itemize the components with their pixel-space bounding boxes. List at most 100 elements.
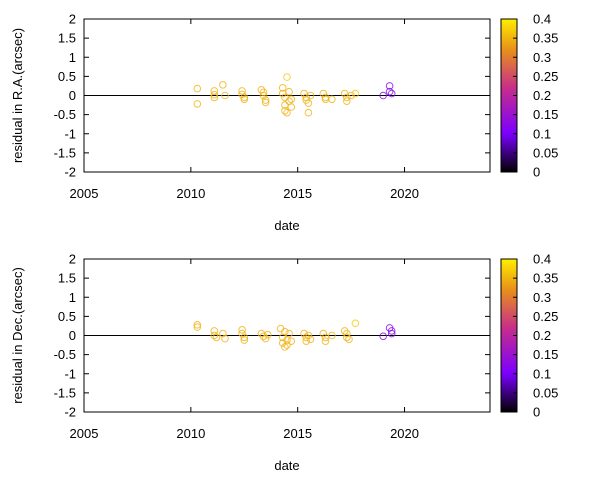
colorbar-tick-label: 0.35 bbox=[533, 31, 558, 46]
data-point bbox=[285, 329, 293, 338]
points-dec bbox=[193, 319, 396, 351]
data-point bbox=[343, 333, 351, 342]
data-point bbox=[387, 329, 396, 338]
y-tick-label: 0 bbox=[69, 328, 76, 343]
y-tick-label: -0.5 bbox=[54, 107, 76, 122]
data-point bbox=[379, 91, 388, 100]
data-point bbox=[379, 332, 388, 341]
y-tick-label: -1.5 bbox=[54, 385, 76, 400]
data-point bbox=[319, 329, 328, 338]
colorbar-tick-label: 0.35 bbox=[533, 271, 558, 286]
colorbar-tick-label: 0.1 bbox=[533, 366, 551, 381]
x-tick-label: 2020 bbox=[390, 426, 419, 441]
y-tick-label: -1.5 bbox=[54, 145, 76, 160]
y-tick-label: 1 bbox=[69, 50, 76, 65]
data-point bbox=[387, 89, 396, 98]
data-point bbox=[283, 108, 291, 117]
data-point bbox=[261, 98, 270, 107]
points-ra bbox=[193, 73, 396, 117]
data-point bbox=[285, 87, 293, 96]
data-point bbox=[281, 107, 289, 115]
x-tick-label: 2010 bbox=[176, 186, 205, 201]
y-tick-label: 2 bbox=[69, 12, 76, 27]
data-point bbox=[321, 337, 330, 346]
xlabel-ra: date bbox=[274, 218, 299, 233]
data-point bbox=[219, 81, 227, 89]
x-tick-label: 2015 bbox=[283, 186, 312, 201]
colorbar-tick-label: 0.4 bbox=[533, 252, 551, 267]
data-point bbox=[210, 331, 219, 340]
data-point bbox=[240, 95, 249, 104]
data-point bbox=[238, 87, 246, 95]
data-point bbox=[238, 329, 246, 338]
data-point bbox=[287, 95, 296, 104]
data-point bbox=[343, 93, 351, 102]
data-point bbox=[210, 87, 219, 95]
data-point bbox=[240, 336, 249, 344]
data-point bbox=[328, 331, 336, 340]
colorbar-tick-label: 0 bbox=[533, 405, 540, 420]
colorbar-tick-label: 0.1 bbox=[533, 126, 551, 141]
data-point bbox=[278, 84, 287, 92]
colorbar-tick-label: 0.15 bbox=[533, 107, 558, 122]
y-tick-label: 0.5 bbox=[58, 69, 76, 84]
data-point bbox=[345, 335, 353, 344]
colorbar-tick-label: 0.3 bbox=[533, 290, 551, 305]
y-tick-label: -2 bbox=[64, 405, 76, 420]
data-point bbox=[219, 329, 227, 338]
colorbar-tick-label: 0.2 bbox=[533, 88, 551, 103]
data-point bbox=[328, 95, 336, 104]
data-point bbox=[306, 91, 315, 100]
colorbar-tick-label: 0 bbox=[533, 165, 540, 180]
data-point bbox=[259, 332, 268, 341]
data-point bbox=[283, 336, 291, 344]
x-tick-label: 2010 bbox=[176, 426, 205, 441]
data-point bbox=[210, 327, 219, 335]
y-tick-label: 1.5 bbox=[58, 271, 76, 286]
data-point bbox=[240, 333, 249, 342]
data-point bbox=[259, 88, 268, 97]
y-tick-label: -1 bbox=[64, 366, 76, 381]
data-point bbox=[306, 335, 315, 344]
data-point bbox=[259, 91, 268, 100]
data-point bbox=[193, 323, 202, 331]
y-tick-label: 0.5 bbox=[58, 309, 76, 324]
data-point bbox=[261, 334, 270, 343]
x-tick-label: 2005 bbox=[70, 186, 99, 201]
y-ticks-ra: 2 1.5 1 0.5 0 -0.5 -1 -1.5 -2 bbox=[54, 12, 490, 180]
data-point bbox=[240, 93, 249, 102]
y-tick-label: 0 bbox=[69, 88, 76, 103]
y-tick-label: -0.5 bbox=[54, 347, 76, 362]
data-point bbox=[283, 341, 291, 349]
data-point bbox=[261, 96, 270, 104]
data-point bbox=[385, 82, 394, 90]
ylabel-ra: residual in R.A.(arcsec) bbox=[10, 28, 25, 163]
data-point bbox=[281, 343, 289, 351]
data-point bbox=[210, 90, 219, 99]
data-point bbox=[351, 319, 360, 328]
data-point bbox=[264, 330, 272, 339]
data-point bbox=[343, 97, 351, 105]
data-point bbox=[281, 327, 289, 336]
data-point bbox=[385, 87, 394, 96]
y-tick-label: -1 bbox=[64, 126, 76, 141]
x-tick-label: 2005 bbox=[70, 426, 99, 441]
colorbar-tick-label: 0.25 bbox=[533, 69, 558, 84]
data-point bbox=[300, 329, 308, 338]
colorbar-tick-label: 0.4 bbox=[533, 12, 551, 27]
data-point bbox=[283, 73, 291, 81]
x-ticks-dec: 2005 2010 2015 2020 bbox=[70, 259, 419, 441]
colorbar-tick-label: 0.3 bbox=[533, 50, 551, 65]
colorbar-tick-label: 0.2 bbox=[533, 328, 551, 343]
data-point bbox=[304, 331, 313, 340]
colorbar-tick-label: 0.25 bbox=[533, 309, 558, 324]
panel-ra: 2 1.5 1 0.5 0 -0.5 -1 -1.5 -2 2005 2010 2015 2020 r… bbox=[10, 12, 558, 234]
data-point bbox=[193, 100, 202, 108]
colorbar-ticks-dec: 0.4 0.35 0.3 0.25 0.2 0.15 0.1 0.05 0 bbox=[513, 252, 558, 420]
panel-dec: 2 1.5 1 0.5 0 -0.5 -1 -1.5 -2 2005 2010 2015 2020 r… bbox=[10, 252, 558, 474]
x-ticks-ra: 2005 2010 2015 2020 bbox=[70, 19, 419, 201]
data-point bbox=[387, 327, 396, 335]
data-point bbox=[221, 91, 229, 100]
y-tick-label: 1 bbox=[69, 290, 76, 305]
data-point bbox=[347, 91, 355, 100]
